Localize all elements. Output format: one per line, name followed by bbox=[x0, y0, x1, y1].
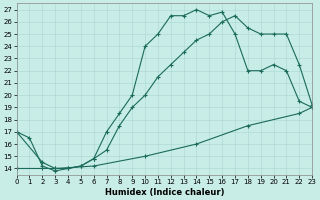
X-axis label: Humidex (Indice chaleur): Humidex (Indice chaleur) bbox=[105, 188, 224, 197]
